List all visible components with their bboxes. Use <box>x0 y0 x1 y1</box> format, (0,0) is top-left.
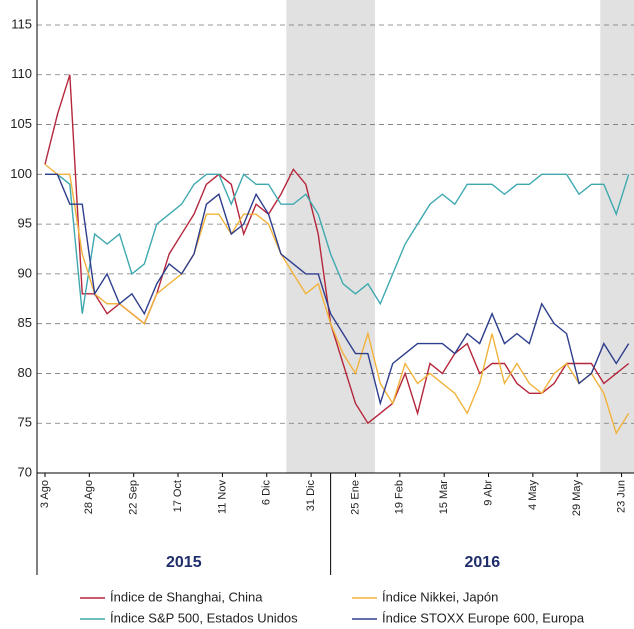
x-tick-label: 19 Feb <box>394 480 406 514</box>
x-tick-label: 9 Abr <box>482 480 494 506</box>
series-line <box>44 173 630 314</box>
legend-label: Índice STOXX Europe 600, Europa <box>382 610 585 625</box>
y-tick-label: 105 <box>10 116 32 131</box>
x-tick-label: 6 Dic <box>261 480 273 506</box>
x-tick-label: 29 May <box>571 480 583 517</box>
legend-label: Índice de Shanghai, China <box>110 589 263 604</box>
shaded-period <box>286 0 375 473</box>
x-tick-label: 23 Jun <box>615 480 627 513</box>
x-tick-label: 25 Ene <box>349 480 361 515</box>
y-tick-label: 115 <box>11 16 32 31</box>
year-label: 2016 <box>465 554 501 571</box>
y-tick-label: 90 <box>18 265 32 280</box>
x-tick-label: 17 Oct <box>172 480 184 512</box>
shaded-period <box>600 0 634 473</box>
year-label: 2015 <box>166 554 202 571</box>
y-tick-label: 110 <box>11 66 32 81</box>
series-line <box>44 173 630 406</box>
x-tick-label: 4 May <box>527 480 539 510</box>
legend-label: Índice Nikkei, Japón <box>382 589 498 604</box>
y-tick-label: 95 <box>18 216 32 231</box>
x-tick-label: 11 Nov <box>216 480 228 515</box>
series-line <box>44 163 630 435</box>
y-tick-label: 80 <box>18 365 32 380</box>
y-tick-label: 75 <box>18 415 32 430</box>
y-tick-label: 85 <box>18 315 32 330</box>
y-tick-label: 70 <box>18 464 32 479</box>
y-tick-label: 100 <box>10 166 32 181</box>
x-tick-label: 28 Ago <box>83 480 95 514</box>
x-tick-label: 22 Sep <box>128 480 140 515</box>
x-tick-label: 31 Dic <box>305 480 317 512</box>
legend-label: Índice S&P 500, Estados Unidos <box>110 610 298 625</box>
x-tick-label: 15 Mar <box>438 480 450 515</box>
x-tick-label: 3 Ago <box>39 480 51 508</box>
